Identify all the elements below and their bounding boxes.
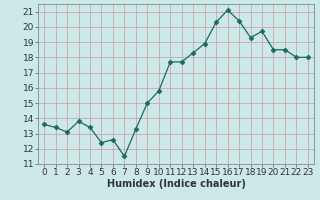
X-axis label: Humidex (Indice chaleur): Humidex (Indice chaleur) [107, 179, 245, 189]
